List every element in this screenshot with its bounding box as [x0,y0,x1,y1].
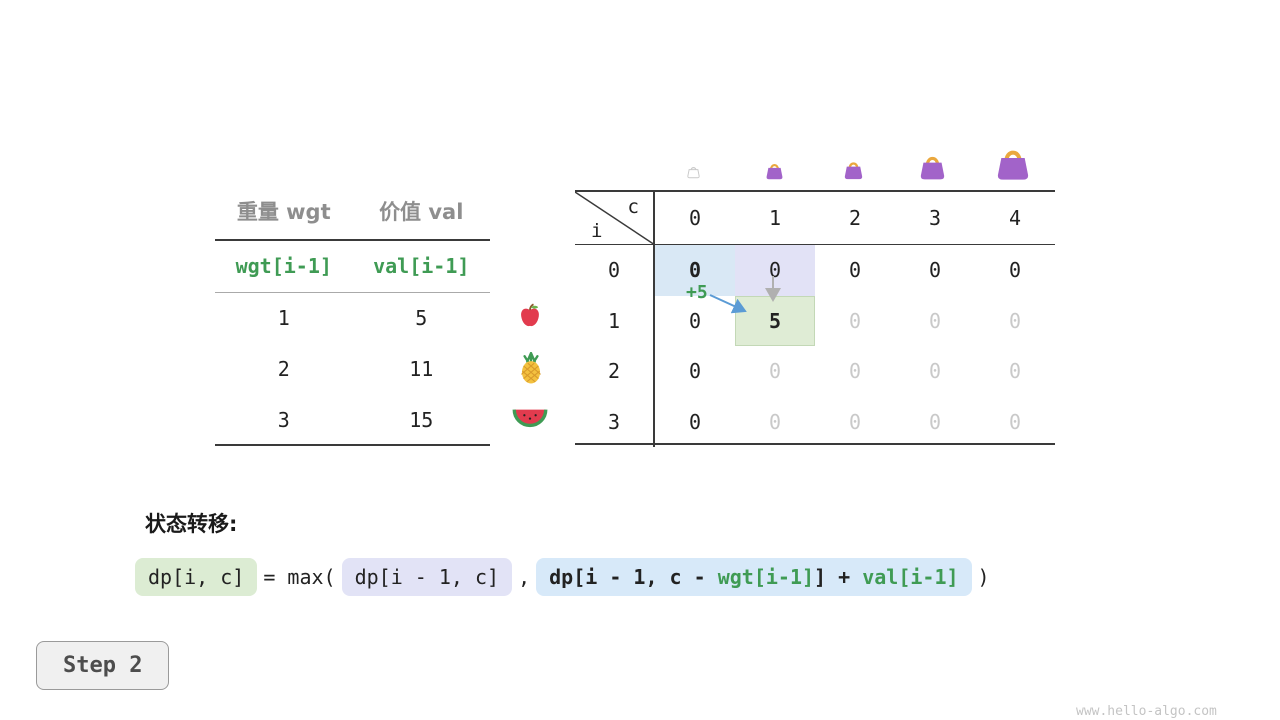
weight-column-header: 重量 wgt [236,200,331,224]
dp-cell-1-0: 0 [688,308,702,333]
dp-cell-3-1: 0 [768,409,782,434]
dp-row-header-2: 2 [575,346,655,397]
dp-col-header-0: 0 [655,192,735,245]
dp-cell-2-1: 0 [768,359,782,384]
item-row-3: 3 15 [215,408,490,438]
item-2-value: 11 [409,357,434,381]
pineapple-icon [518,351,544,388]
bag-size4-icon [993,143,1033,187]
dp-col-header-1: 1 [735,192,815,245]
formula-comma: , [518,565,531,589]
bag-empty-icon [686,164,701,183]
divider [215,239,490,241]
dp-cell-0-4: 0 [1008,258,1022,283]
dp-cell-1-3: 0 [928,308,942,333]
dp-row-header-1: 1 [575,295,655,346]
dp-cell-2-3: 0 [928,359,942,384]
wgt-formula-label: wgt[i-1] [235,254,332,278]
take-part-val: val[i-1] [862,565,959,589]
dp-cell-3-4: 0 [1008,409,1022,434]
item-3-weight: 3 [277,408,290,432]
formula-target-box: dp[i, c] [135,558,258,596]
dp-cell-2-0: 0 [688,359,702,384]
dp-col-header-3: 3 [895,192,975,245]
formula-option-keep-box: dp[i - 1, c] [341,558,513,596]
formula-eq-max: = max( [263,565,336,589]
step-badge: Step 2 [36,641,170,690]
dp-cell-2-2: 0 [848,359,862,384]
dp-cell-0-1: 0 [735,245,815,296]
dp-row-header-0: 0 [575,245,655,296]
apple-icon [516,302,544,334]
dp-col-header-4: 4 [975,192,1055,245]
watermark: www.hello-algo.com [1076,704,1217,719]
item-row-2: 2 11 [215,357,490,387]
dp-corner-cell: c i [575,192,655,245]
dp-cell-1-1: 5 [735,295,815,346]
corner-col-label: c [627,196,639,218]
bag-size1-icon [764,160,785,185]
items-table: 重量 wgt 价值 val wgt[i-1] val[i-1] 1 5 2 11… [215,196,490,448]
val-formula-label: val[i-1] [373,254,470,278]
divider [215,292,490,293]
dp-cell-0-0: 0 [655,245,735,296]
dp-cell-1-2: 0 [848,308,862,333]
take-part-wgt: wgt[i-1] [717,565,815,589]
dp-cell-1-4: 0 [1008,308,1022,333]
items-table-header: 重量 wgt 价值 val [215,196,490,226]
dp-row-header-3: 3 [575,396,655,447]
item-1-weight: 1 [277,306,290,330]
bag-size2-icon [842,158,865,185]
items-table-formula-row: wgt[i-1] val[i-1] [215,254,490,284]
item-1-value: 5 [415,306,428,330]
dp-cell-0-2: 0 [848,258,862,283]
dp-col-header-2: 2 [815,192,895,245]
transition-section-title: 状态转移: [145,512,238,536]
take-part-dp: dp[i - 1, c - [549,565,718,589]
take-part-plus: ] + [814,565,863,589]
dp-cell-3-3: 0 [928,409,942,434]
value-column-header: 价值 val [379,200,464,224]
divider [215,444,490,446]
dp-cell-2-4: 0 [1008,359,1022,384]
item-row-1: 1 5 [215,306,490,336]
formula-option-take-box: dp[i - 1, c - wgt[i-1]] + val[i-1] [536,558,972,596]
dp-cell-0-3: 0 [928,258,942,283]
dp-table: c i 0 1 2 3 4 0 0 0 0 0 0 1 0 5 0 0 0 2 … [575,190,1055,447]
dp-cell-3-2: 0 [848,409,862,434]
plus-five-annotation: +5 [686,282,708,303]
corner-row-label: i [591,220,603,242]
transition-formula: dp[i, c] = max( dp[i - 1, c] , dp[i - 1,… [135,558,996,596]
bag-size3-icon [917,151,948,186]
item-3-value: 15 [409,408,434,432]
formula-close-paren: ) [977,565,990,589]
watermelon-icon [512,406,548,433]
dp-cell-3-0: 0 [688,409,702,434]
item-2-weight: 2 [277,357,290,381]
